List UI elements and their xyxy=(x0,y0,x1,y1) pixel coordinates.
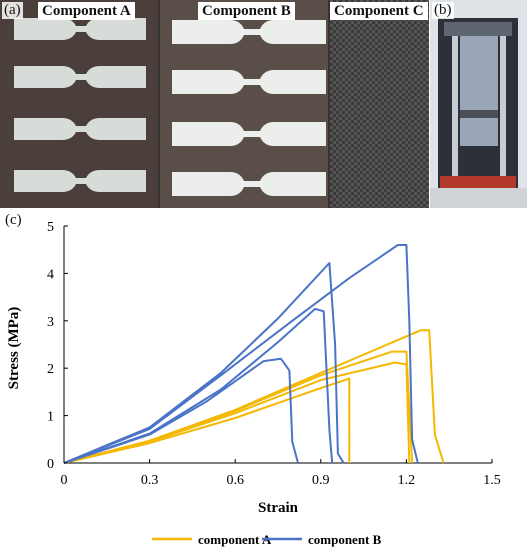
y-tick-label: 0 xyxy=(47,457,54,472)
stress-strain-chart: 0 0.3 0.6 0.9 1.2 1.5 0 1 2 3 4 5 Strain Stress (MP… xyxy=(6,220,501,547)
y-tick-label: 2 xyxy=(47,362,54,377)
component-a-label: Component A xyxy=(38,2,135,20)
x-tick-label: 0.6 xyxy=(226,473,244,488)
specimens-drawing xyxy=(0,0,429,208)
component-c-label: Component C xyxy=(330,2,428,20)
chart-ticks: 0 0.3 0.6 0.9 1.2 1.5 0 1 2 3 4 5 xyxy=(47,220,501,488)
x-tick-label: 0.3 xyxy=(141,473,159,488)
x-tick-label: 1.5 xyxy=(483,473,501,488)
component-b-label: Component B xyxy=(198,2,295,20)
panel-a-label: (a) xyxy=(2,2,23,19)
chart-axes xyxy=(63,226,492,464)
legend-label-b: component B xyxy=(308,532,382,547)
panel-c-label: (c) xyxy=(5,212,22,228)
curve-component-b-6 xyxy=(63,307,334,464)
curve-component-b-8 xyxy=(63,244,419,464)
x-tick-label: 0 xyxy=(61,473,68,488)
testing-machine-photo: (b) xyxy=(430,0,527,208)
panel-b-label: (b) xyxy=(432,2,454,19)
y-tick-label: 5 xyxy=(47,220,54,235)
curve-component-b-7 xyxy=(63,262,345,464)
curve-component-a-1 xyxy=(63,377,351,464)
specimens-photo: (a) Component A Component B Component C xyxy=(0,0,429,208)
curve-component-b-5 xyxy=(63,357,299,464)
x-tick-label: 1.2 xyxy=(398,473,416,488)
chart-curves xyxy=(63,244,445,464)
legend-label-a: component A xyxy=(198,532,272,547)
carbon-fiber-sheet xyxy=(330,0,429,208)
chart-legend: component A component B xyxy=(152,532,382,547)
x-tick-label: 0.9 xyxy=(312,473,330,488)
x-axis-label: Strain xyxy=(258,500,299,516)
testing-machine-drawing xyxy=(430,0,527,208)
y-tick-label: 3 xyxy=(47,315,54,330)
curve-component-a-4 xyxy=(63,329,445,464)
y-tick-label: 4 xyxy=(47,267,54,282)
y-tick-label: 1 xyxy=(47,410,54,425)
dogbone-specimens-a xyxy=(14,18,146,192)
dogbone-specimens-b xyxy=(172,20,326,196)
y-axis-label: Stress (MPa) xyxy=(6,307,22,390)
